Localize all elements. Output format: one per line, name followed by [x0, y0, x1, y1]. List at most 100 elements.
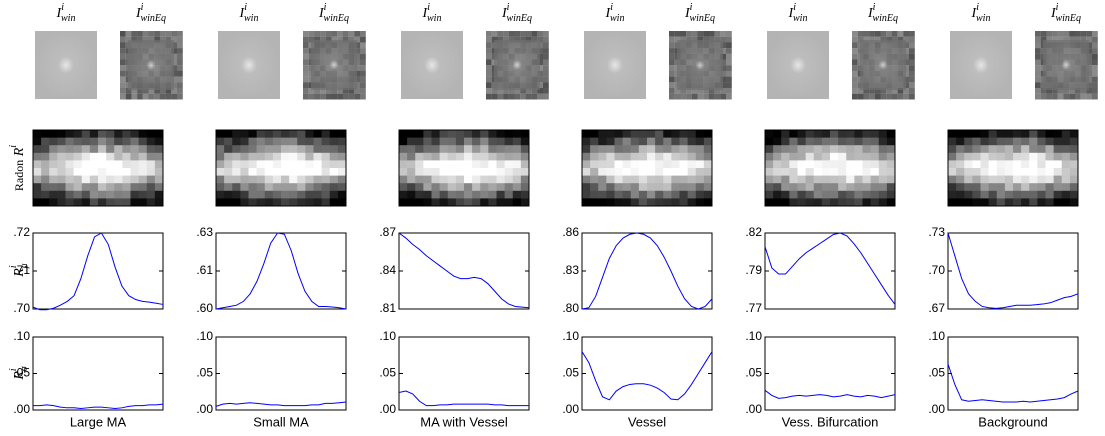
radon-cell: [988, 152, 998, 161]
radon-cell: [57, 160, 66, 169]
radon-cell: [130, 160, 140, 169]
radon-cell: [846, 198, 855, 207]
plot-frame: [581, 336, 713, 411]
patch-pixel: [909, 93, 915, 100]
y-tick-label: .81: [379, 301, 396, 315]
radon-cell: [838, 130, 847, 139]
patch-pixel: [171, 59, 178, 66]
radon-cell: [423, 183, 432, 192]
radon-cell: [146, 137, 156, 146]
radon-cell: [480, 175, 489, 184]
radon-cell: [512, 130, 522, 139]
patch-pixel: [1040, 36, 1047, 43]
radon-cell: [821, 137, 831, 146]
radon-cell: [854, 175, 863, 184]
patch-pixel: [714, 36, 721, 43]
radon-cell: [606, 130, 615, 139]
radon-cell: [321, 198, 331, 207]
radon-cell: [1004, 190, 1014, 199]
patch-pixel: [1092, 70, 1098, 77]
patch-pixel: [360, 53, 366, 60]
radon-frame: [398, 129, 530, 207]
radon-cell: [154, 190, 164, 199]
radon-cell: [431, 190, 441, 199]
radon-cell: [679, 183, 689, 192]
label-base: I: [318, 6, 325, 21]
label-sup: i: [976, 2, 979, 13]
radon-cell: [614, 130, 624, 139]
radon-cell: [65, 130, 75, 139]
patch-pixel: [503, 88, 509, 94]
radon-cell: [256, 168, 266, 177]
radon-cell: [520, 152, 530, 161]
radon-cell: [622, 175, 632, 184]
radon-cell: [687, 152, 697, 161]
radon-cell: [687, 137, 697, 146]
radon-cell: [870, 183, 880, 192]
radon-cell: [671, 152, 680, 161]
patch-pixel: [486, 65, 492, 71]
patch-pixel: [691, 31, 698, 37]
radon-cell: [789, 160, 798, 169]
radon-cell: [130, 198, 140, 207]
radon-cell: [289, 145, 298, 154]
radon-cell: [488, 130, 497, 139]
radon-cell: [33, 145, 42, 154]
radon-cell: [423, 152, 432, 161]
radon-cell: [488, 160, 497, 169]
radon-cell: [638, 190, 648, 199]
radon-cell: [337, 183, 347, 192]
radon-cell: [472, 190, 481, 199]
patch-pixel: [874, 88, 881, 94]
patch-pixel: [525, 93, 532, 100]
radon-cell: [870, 152, 880, 161]
radon-cell: [154, 175, 164, 184]
y-tick-label: .00: [379, 402, 396, 416]
radon-cell: [472, 137, 481, 146]
radon-cell: [431, 130, 441, 139]
math-label: Riμ: [8, 263, 30, 277]
label-base: R: [12, 268, 27, 278]
radon-cell: [1069, 130, 1079, 139]
radon-cell: [638, 130, 648, 139]
radon-cell: [89, 198, 99, 207]
radon-cell: [65, 175, 75, 184]
patch-pixel: [1063, 88, 1070, 94]
patch-pixel: [903, 59, 910, 66]
radon-cell: [504, 130, 514, 139]
patch-pixel: [726, 53, 732, 60]
patch-pixel: [360, 70, 366, 77]
radon-cell: [154, 160, 164, 169]
radon-cell: [1013, 130, 1022, 139]
radon-cell: [447, 198, 457, 207]
radon-cell: [399, 152, 408, 161]
patch-pixel: [903, 36, 910, 43]
radon-cell: [106, 183, 115, 192]
patch-pixel: [1046, 93, 1053, 100]
patch-pixel: [669, 82, 675, 89]
patch-pixel: [697, 93, 704, 100]
patch-pixel: [674, 93, 681, 100]
radon-cell: [33, 160, 42, 169]
patch-pixel: [137, 31, 143, 37]
radon-cell: [272, 137, 282, 146]
patch-pixel: [1052, 93, 1058, 100]
radon-cell: [1037, 137, 1046, 146]
radon-cell: [464, 168, 473, 177]
y-tick-label: .05: [562, 366, 579, 380]
radon-cell: [146, 183, 156, 192]
radon-frame: [947, 129, 1079, 207]
radon-cell: [240, 160, 249, 169]
radon-cell: [996, 137, 1006, 146]
radon-cell: [695, 190, 705, 199]
patch-pixel: [852, 59, 858, 66]
radon-cell: [33, 137, 42, 146]
label-sup: i: [244, 2, 247, 13]
radon-cell: [622, 190, 632, 199]
patch-pixel: [503, 36, 509, 43]
radon-cell: [73, 152, 83, 161]
patch-pixel: [863, 93, 870, 100]
patch-pixel: [354, 53, 361, 60]
patch-pixel: [1040, 88, 1047, 94]
patch-pixel: [508, 36, 515, 43]
